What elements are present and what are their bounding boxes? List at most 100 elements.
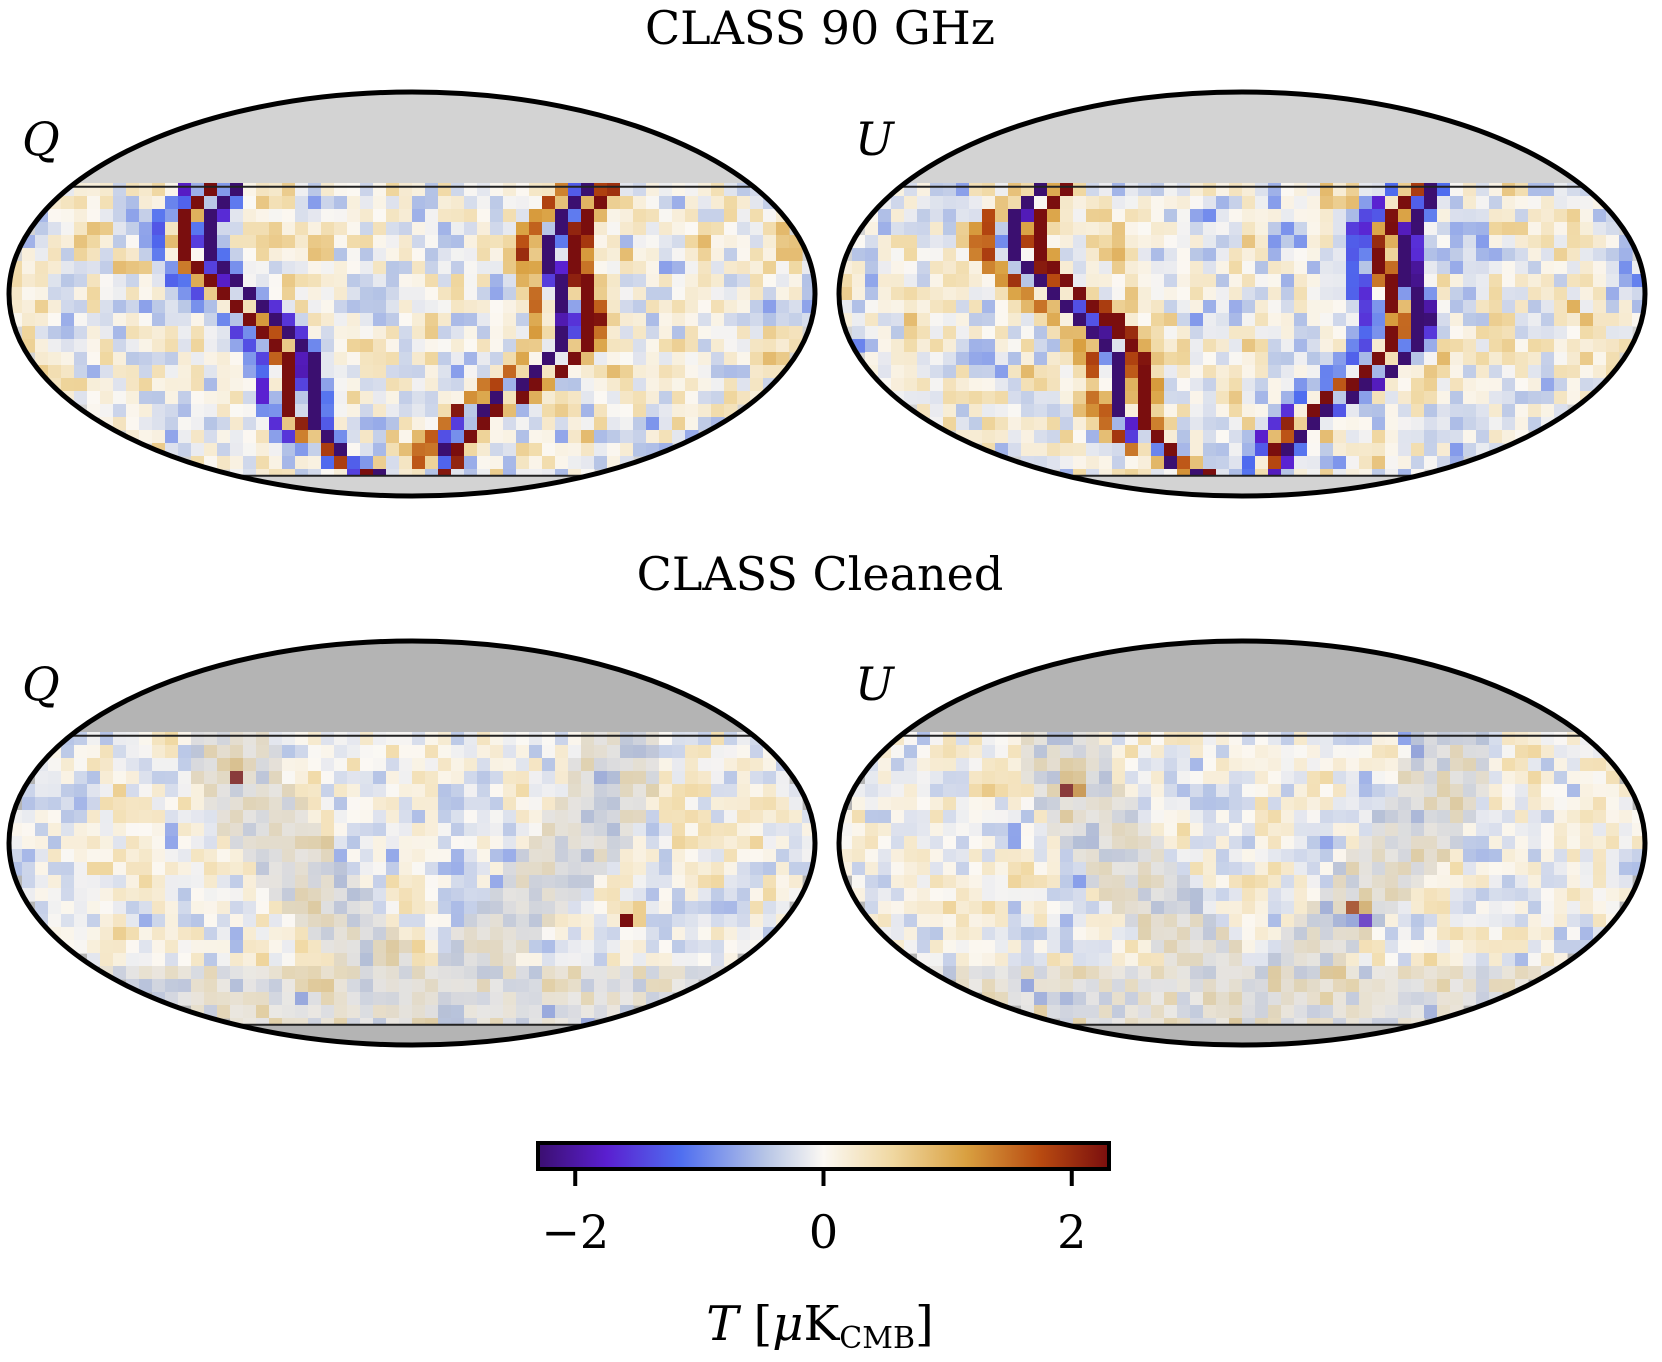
map-pixel: [672, 966, 686, 980]
map-pixel: [230, 274, 244, 288]
map-pixel: [1385, 836, 1399, 850]
map-pixel: [1073, 862, 1087, 876]
map-pixel: [1411, 797, 1425, 811]
map-pixel: [1515, 274, 1529, 288]
map-pixel: [1346, 339, 1360, 353]
map-pixel: [711, 391, 725, 405]
map-pixel: [48, 235, 62, 249]
map-pixel: [568, 287, 582, 301]
map-pixel: [1255, 953, 1269, 967]
map-pixel: [503, 300, 517, 314]
map-pixel: [529, 745, 543, 759]
map-pixel: [982, 326, 996, 340]
map-pixel: [620, 992, 634, 1006]
map-pixel: [852, 797, 866, 811]
map-pixel: [347, 927, 361, 941]
map-pixel: [1125, 274, 1139, 288]
map-pixel: [1450, 261, 1464, 275]
map-pixel: [581, 443, 595, 457]
map-pixel: [1424, 745, 1438, 759]
map-pixel: [1294, 979, 1308, 993]
map-pixel: [659, 326, 673, 340]
map-pixel: [943, 888, 957, 902]
map-pixel: [878, 209, 892, 223]
map-pixel: [139, 966, 153, 980]
map-pixel: [425, 862, 439, 876]
map-pixel: [1281, 222, 1295, 236]
map-pixel: [126, 758, 140, 772]
map-pixel: [1216, 836, 1230, 850]
map-pixel: [1138, 966, 1152, 980]
map-pixel: [529, 992, 543, 1006]
map-pixel: [1398, 378, 1412, 392]
map-pixel: [243, 183, 257, 197]
map-pixel: [698, 261, 712, 275]
map-pixel: [165, 300, 179, 314]
map-pixel: [1021, 888, 1035, 902]
map-pixel: [581, 901, 595, 915]
map-pixel: [943, 771, 957, 785]
map-pixel: [1346, 235, 1360, 249]
map-pixel: [1229, 378, 1243, 392]
map-pixel: [230, 326, 244, 340]
map-pixel: [87, 287, 101, 301]
map-pixel: [969, 901, 983, 915]
map-pixel: [1450, 940, 1464, 954]
map-pixel: [633, 888, 647, 902]
map-pixel: [1346, 391, 1360, 405]
map-pixel: [1489, 378, 1503, 392]
map-pixel: [425, 745, 439, 759]
map-pixel: [995, 222, 1009, 236]
map-pixel: [1151, 404, 1165, 418]
map-pixel: [1372, 235, 1386, 249]
map-pixel: [1086, 248, 1100, 262]
map-pixel: [1268, 456, 1282, 470]
map-pixel: [1411, 209, 1425, 223]
map-pixel: [891, 914, 905, 928]
map-pixel: [48, 797, 62, 811]
map-pixel: [1424, 365, 1438, 379]
map-pixel: [737, 287, 751, 301]
map-pixel: [126, 248, 140, 262]
map-pixel: [1619, 849, 1633, 863]
map-pixel: [464, 849, 478, 863]
map-pixel: [230, 784, 244, 798]
map-pixel: [334, 836, 348, 850]
map-pixel: [152, 888, 166, 902]
map-pixel: [204, 313, 218, 327]
map-pixel: [1385, 927, 1399, 941]
map-pixel: [178, 196, 192, 210]
map-pixel: [568, 979, 582, 993]
map-pixel: [620, 287, 634, 301]
map-pixel: [269, 901, 283, 915]
map-pixel: [594, 927, 608, 941]
map-pixel: [724, 365, 738, 379]
map-pixel: [1229, 823, 1243, 837]
map-pixel: [1164, 287, 1178, 301]
map-pixel: [1294, 274, 1308, 288]
map-pixel: [594, 339, 608, 353]
map-pixel: [243, 927, 257, 941]
map-pixel: [360, 261, 374, 275]
map-pixel: [724, 209, 738, 223]
map-pixel: [1307, 979, 1321, 993]
map-pixel: [217, 875, 231, 889]
map-pixel: [1411, 339, 1425, 353]
map-pixel: [917, 862, 931, 876]
map-pixel: [750, 235, 764, 249]
map-pixel: [100, 810, 114, 824]
map-pixel: [568, 391, 582, 405]
map-pixel: [1112, 927, 1126, 941]
map-pixel: [672, 901, 686, 915]
map-pixel: [308, 797, 322, 811]
map-pixel: [399, 326, 413, 340]
map-pixel: [1229, 196, 1243, 210]
map-pixel: [529, 914, 543, 928]
map-pixel: [555, 966, 569, 980]
map-pixel: [1034, 953, 1048, 967]
map-pixel: [516, 313, 530, 327]
map-pixel: [61, 875, 75, 889]
map-pixel: [542, 339, 556, 353]
map-pixel: [373, 248, 387, 262]
map-pixel: [256, 823, 270, 837]
